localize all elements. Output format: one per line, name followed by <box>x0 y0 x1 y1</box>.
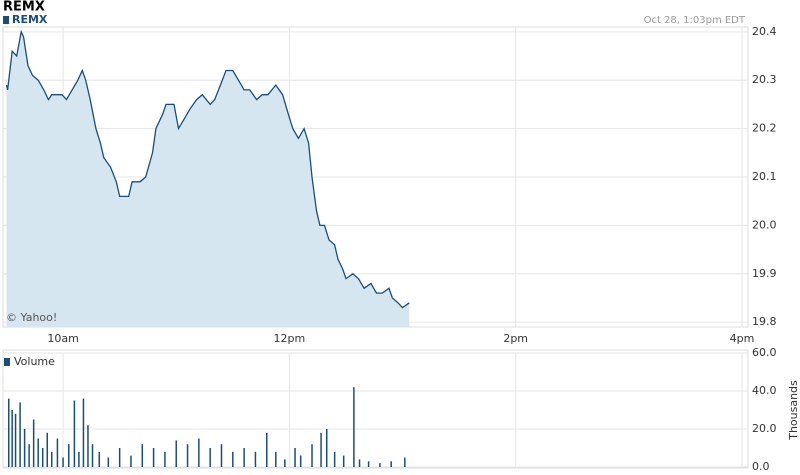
y-tick-label: 40.0 <box>752 384 777 397</box>
bar <box>11 410 13 467</box>
area <box>6 31 410 328</box>
y-tick-label: 20.2 <box>752 122 777 135</box>
bar <box>28 444 30 467</box>
bar <box>311 444 313 467</box>
bar <box>353 387 355 467</box>
bar <box>141 444 144 467</box>
y-tick-label: 20.0 <box>752 422 777 435</box>
bar <box>284 459 286 467</box>
bar <box>232 451 234 467</box>
bar <box>152 448 155 467</box>
bar <box>62 457 64 467</box>
bar <box>98 451 101 467</box>
bar <box>342 455 345 467</box>
y-axis-label: Thousands <box>787 380 800 441</box>
bar <box>266 432 268 467</box>
bar <box>41 448 44 467</box>
bar <box>51 451 53 467</box>
bar <box>275 451 277 467</box>
legend-label: Volume <box>14 355 55 368</box>
bar <box>23 429 26 467</box>
bar <box>8 398 10 467</box>
bar <box>67 444 70 467</box>
x-tick-label: 12pm <box>274 332 306 345</box>
bar <box>358 459 361 467</box>
bar <box>78 451 80 467</box>
bar <box>390 461 392 467</box>
bar <box>46 432 48 467</box>
bar <box>107 457 110 467</box>
bar <box>87 425 89 467</box>
legend-label: REMX <box>12 13 48 26</box>
bar <box>118 448 121 467</box>
bar <box>254 451 257 467</box>
y-tick-label: 20.3 <box>752 73 777 86</box>
bar <box>379 463 381 467</box>
x-tick-label: 2pm <box>503 332 528 345</box>
bar <box>198 438 200 467</box>
legend-swatch <box>4 358 10 366</box>
timestamp: Oct 28, 1:03pm EDT <box>644 15 746 26</box>
bar <box>367 461 370 467</box>
watermark: © Yahoo! <box>6 311 57 324</box>
line <box>5 29 410 309</box>
bar <box>333 451 336 467</box>
bar <box>243 448 245 467</box>
x-tick-label: 10am <box>47 332 78 345</box>
bar <box>175 440 177 467</box>
bar <box>209 448 211 467</box>
bar <box>14 413 17 467</box>
x-tick-label: 4pm <box>730 332 755 345</box>
bar <box>91 444 94 467</box>
y-tick-label: 19.9 <box>752 267 777 280</box>
y-tick-label: 20.0 <box>752 218 777 231</box>
chart-title: REMX <box>3 0 45 15</box>
bar <box>82 398 85 467</box>
bar <box>56 438 59 467</box>
bar <box>32 419 35 467</box>
bar <box>220 444 223 467</box>
bar <box>294 448 296 467</box>
bar <box>299 455 302 467</box>
bar <box>404 457 406 467</box>
bar <box>19 402 21 467</box>
volume-frame <box>2 349 749 469</box>
y-tick-label: 0.0 <box>752 460 770 473</box>
bar <box>320 432 322 467</box>
bar <box>73 400 76 467</box>
y-tick-label: 20.4 <box>752 25 777 38</box>
plot-layer: 10am 12pm 2pm 4pm 19.8 19.9 20.0 20.1 20.2 20.3 20… <box>3 25 777 473</box>
bar <box>130 455 132 467</box>
y-tick-label: 19.8 <box>752 315 777 328</box>
bar <box>164 451 166 467</box>
bar <box>186 444 189 467</box>
y-tick-label: 60.0 <box>752 346 777 359</box>
legend-swatch <box>3 16 9 24</box>
y-tick-label: 20.1 <box>752 170 777 183</box>
bar <box>37 438 39 467</box>
bar <box>325 429 328 467</box>
